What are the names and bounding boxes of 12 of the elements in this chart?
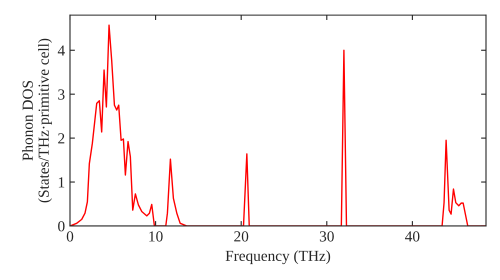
y-tick-label: 1: [58, 177, 64, 188]
x-tick-label: 10: [149, 231, 163, 242]
x-tick-label: 0: [66, 231, 74, 242]
x-axis-title: Frequency (THz): [226, 250, 330, 264]
x-tick-label: 30: [320, 231, 334, 242]
y-tick-label: 2: [58, 133, 64, 144]
x-tick-label: 40: [405, 231, 420, 242]
y-axis-title: Phonon DOS (States/THz·primitive cell): [22, 38, 52, 202]
x-tick-label: 20: [234, 231, 248, 242]
y-tick-label: 0: [58, 221, 65, 232]
y-tick-label: 3: [58, 89, 65, 100]
y-tick-label: 4: [58, 46, 65, 56]
